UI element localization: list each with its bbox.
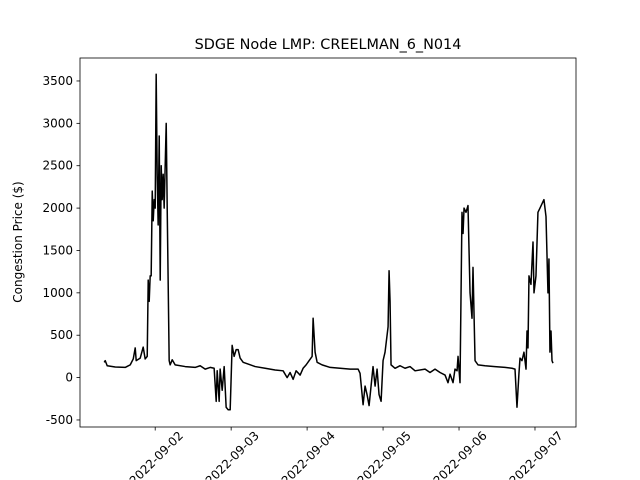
y-tick-label: -500 [46, 413, 73, 427]
y-tick-label: 2000 [42, 201, 73, 215]
y-tick-label: 3500 [42, 74, 73, 88]
y-tick-label: 1500 [42, 243, 73, 257]
chart-title: SDGE Node LMP: CREELMAN_6_N014 [195, 37, 462, 53]
y-tick-label: 3000 [42, 116, 73, 130]
y-tick-label: 0 [65, 371, 73, 385]
axes-frame [79, 57, 577, 428]
price-line [103, 73, 554, 411]
y-tick-label: 2500 [42, 159, 73, 173]
y-axis-label: Congestion Price ($) [11, 181, 25, 302]
y-tick-label: 500 [50, 328, 73, 342]
y-tick-label: 1000 [42, 286, 73, 300]
